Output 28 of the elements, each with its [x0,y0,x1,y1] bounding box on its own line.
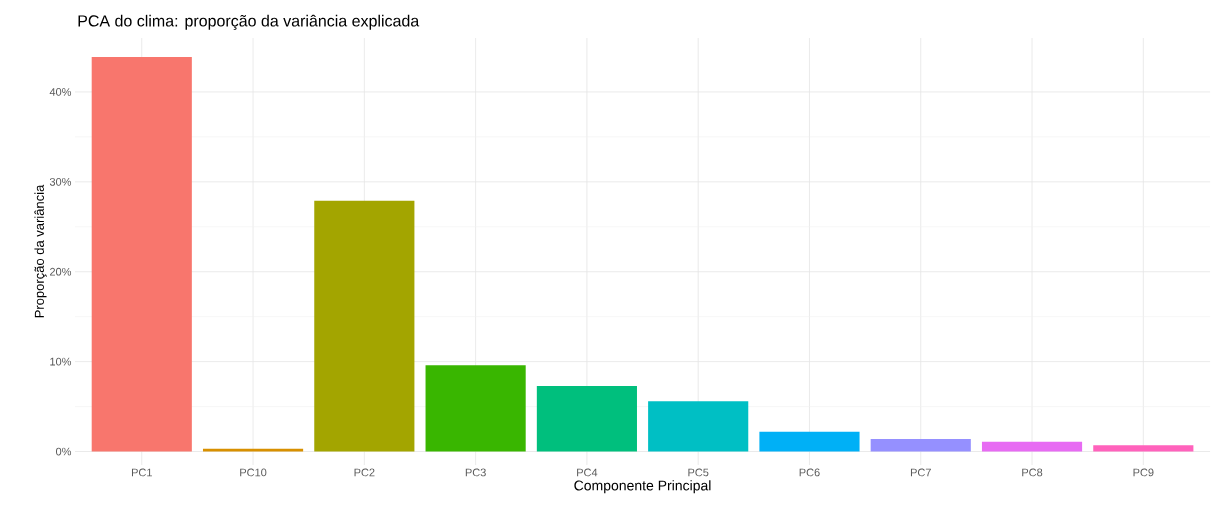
x-tick-label: PC9 [1133,468,1154,477]
bar [870,438,971,452]
y-tick-label: 40% [49,88,72,96]
y-tick-label: 10% [50,357,72,366]
x-tick-label: PC6 [799,468,820,477]
chart-title: PCA do clima: proporção da variância explicada [78,14,420,30]
x-tick-label: PC2 [354,468,375,477]
x-tick-label: PC7 [910,468,931,477]
x-tick-label: PC3 [465,468,486,477]
y-tick-label: 0% [55,447,72,456]
y-tick-label: 30% [49,177,72,186]
y-tick-label: 20% [50,267,72,276]
y-axis-title: Proporção da variância [34,184,47,318]
x-axis-title: Componente Principal [574,480,711,494]
x-tick-label: PC1 [131,468,152,477]
bar [536,385,637,452]
x-tick-label: PC8 [1022,468,1043,477]
x-tick-label: PC10 [240,468,267,477]
bar [314,200,415,452]
bar [981,441,1083,452]
bar [202,448,304,452]
bar [648,401,749,452]
bar [91,56,192,452]
bar [425,365,526,452]
x-tick-label: PC5 [688,468,709,477]
bar [1093,445,1194,452]
x-tick-label: PC4 [577,468,598,477]
bar [759,431,860,452]
